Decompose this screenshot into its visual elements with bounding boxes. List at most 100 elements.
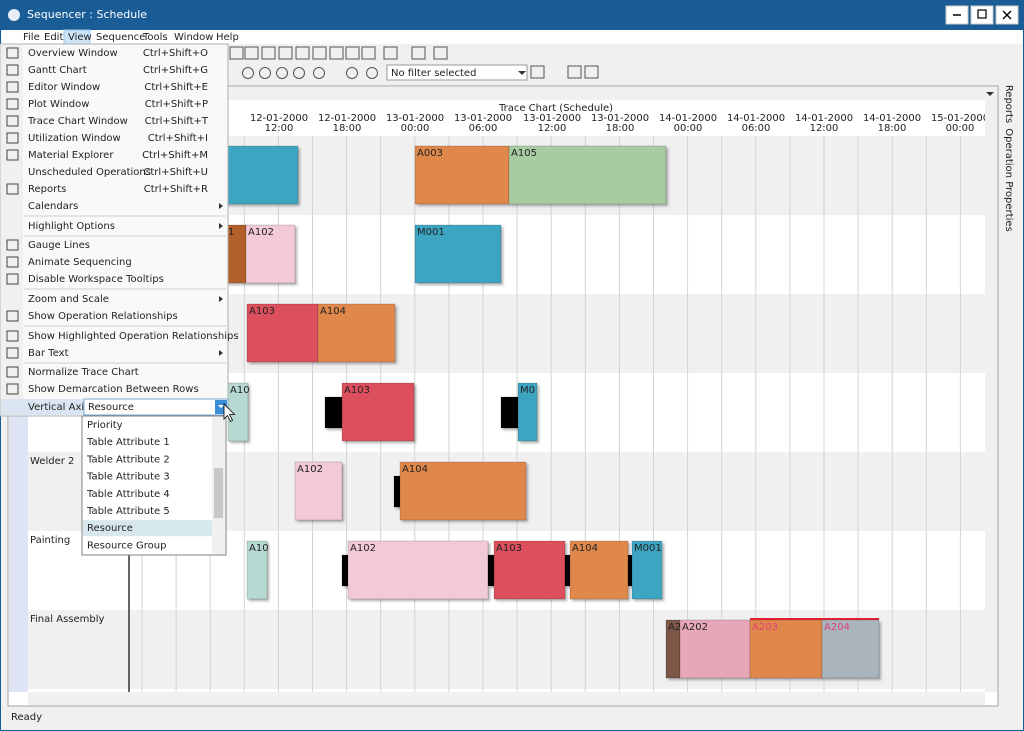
operation-bar[interactable] xyxy=(517,382,538,442)
dropdown-option: Table Attribute 4 xyxy=(86,489,170,500)
toolbar-button[interactable] xyxy=(312,46,327,60)
menu-item-label: Reports xyxy=(28,184,66,195)
window-button-max[interactable] xyxy=(970,5,994,25)
time-header-time: 12:00 xyxy=(538,123,567,134)
menu-item[interactable]: View xyxy=(68,32,92,43)
toolbar-button[interactable] xyxy=(242,67,254,79)
operation-bar[interactable] xyxy=(246,303,319,363)
toolbar-button[interactable] xyxy=(278,46,293,60)
menu-panel xyxy=(0,43,229,417)
menu-item-label: Show Demarcation Between Rows xyxy=(28,384,199,395)
menu-item-label: Gauge Lines xyxy=(28,240,90,251)
h-scrollbar[interactable] xyxy=(28,692,985,705)
menu-item-label: Show Highlighted Operation Relationships xyxy=(28,331,239,342)
toolbar-button[interactable] xyxy=(361,46,376,60)
menu-icon xyxy=(6,310,19,322)
menu-icon xyxy=(6,256,19,268)
menu-item[interactable]: Tools xyxy=(142,32,168,43)
menu-item-label: Highlight Options xyxy=(28,221,115,232)
operation-label: A104 xyxy=(320,306,346,317)
toolbar-button[interactable] xyxy=(329,46,344,60)
menu-icon xyxy=(6,366,19,378)
side-tab[interactable]: Reports xyxy=(1003,85,1014,123)
menu-bar xyxy=(2,30,1022,44)
operation-bar[interactable] xyxy=(294,461,343,521)
operation-bar[interactable] xyxy=(627,554,633,587)
time-header-time: 18:00 xyxy=(333,123,362,134)
menu-item-label: Plot Window xyxy=(28,99,89,110)
menu-icon xyxy=(6,330,19,342)
dropdown-option: Table Attribute 5 xyxy=(86,506,170,517)
operation-bar[interactable] xyxy=(414,145,510,205)
operation-bar[interactable] xyxy=(569,540,629,600)
operation-label: A103 xyxy=(344,385,370,396)
operation-bar[interactable] xyxy=(631,540,663,600)
toolbar-button[interactable] xyxy=(345,46,360,60)
operation-bar[interactable] xyxy=(414,224,502,284)
toolbar-button[interactable] xyxy=(261,46,276,60)
operation-bar[interactable] xyxy=(493,540,566,600)
toolbar-button[interactable] xyxy=(584,65,599,79)
operation-bar[interactable] xyxy=(393,475,401,508)
menu-icon xyxy=(6,132,19,144)
toolbar-button[interactable] xyxy=(411,46,426,60)
time-header-date: 14-01-2000 xyxy=(863,113,921,124)
menu-item[interactable]: Help xyxy=(216,32,239,43)
menu-icon xyxy=(6,64,19,76)
toolbar-button[interactable] xyxy=(383,46,398,60)
filter-combobox[interactable] xyxy=(386,64,528,81)
operation-bar[interactable] xyxy=(324,396,343,429)
toolbar-button[interactable] xyxy=(433,46,448,60)
menu-shortcut: Ctrl+Shift+P xyxy=(145,99,208,110)
operation-bar[interactable] xyxy=(341,382,415,442)
option-highlight xyxy=(83,520,212,537)
toolbar-button[interactable] xyxy=(229,46,244,60)
menu-item[interactable]: File xyxy=(23,32,40,43)
v-scrollbar[interactable] xyxy=(985,100,997,692)
operation-label: A103 xyxy=(496,543,522,554)
operation-bar[interactable] xyxy=(317,303,396,363)
menu-item[interactable]: Sequence xyxy=(96,32,145,43)
chart-menu-arrow xyxy=(986,92,994,96)
side-tab[interactable]: Operation Properties xyxy=(1003,128,1014,231)
operation-bar[interactable] xyxy=(821,619,880,679)
toolbar-button[interactable] xyxy=(567,65,582,79)
time-header-time: 18:00 xyxy=(878,123,907,134)
dropdown-list: Priority Table Attribute 1 Table Attribute… xyxy=(81,415,227,556)
dropdown-option: Table Attribute 2 xyxy=(86,454,170,465)
operation-label: A10 xyxy=(230,385,250,396)
scroll-thumb xyxy=(214,468,223,518)
toolbar-button[interactable] xyxy=(313,67,325,79)
status-bar xyxy=(2,707,1022,727)
operation-bar[interactable] xyxy=(564,554,571,587)
operation-label: A105 xyxy=(511,148,537,159)
operation-bar[interactable] xyxy=(245,224,296,284)
time-header-date: 14-01-2000 xyxy=(659,113,717,124)
operation-bar[interactable] xyxy=(399,461,527,521)
menu-item[interactable]: Window xyxy=(174,32,213,43)
menu-item-label: Unscheduled Operations xyxy=(28,167,151,178)
toolbar-button[interactable] xyxy=(293,67,305,79)
time-header-date: 13-01-2000 xyxy=(454,113,512,124)
operation-label: 1 xyxy=(228,227,234,238)
toolbar-button[interactable] xyxy=(346,67,358,79)
operation-bar[interactable] xyxy=(487,554,495,587)
toolbar-button[interactable] xyxy=(276,67,288,79)
menu-item-label: Normalize Trace Chart xyxy=(28,367,139,378)
toolbar-button[interactable] xyxy=(295,46,310,60)
toolbar-button[interactable] xyxy=(259,67,271,79)
toolbar-button[interactable] xyxy=(366,67,378,79)
chart-header-bar xyxy=(9,87,997,100)
dropdown-option: Priority xyxy=(87,420,123,431)
operation-bar[interactable] xyxy=(246,540,268,600)
operation-bar[interactable] xyxy=(341,554,349,587)
vertical-axis-combobox[interactable] xyxy=(83,398,229,416)
operation-bar[interactable] xyxy=(679,619,751,679)
operation-bar[interactable] xyxy=(508,145,667,205)
menu-item-label: Disable Workspace Tooltips xyxy=(28,274,164,285)
operation-bar[interactable] xyxy=(500,396,519,429)
toolbar-button[interactable] xyxy=(244,46,259,60)
operation-bar[interactable] xyxy=(347,540,489,600)
menu-item[interactable]: Edit xyxy=(44,32,63,43)
toolbar-button[interactable] xyxy=(530,65,545,79)
